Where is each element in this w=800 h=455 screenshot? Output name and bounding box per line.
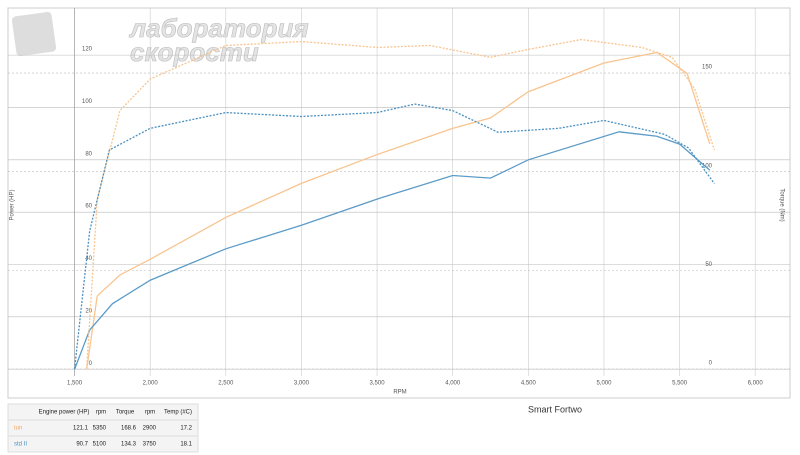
table-cell: 134.3 [121,442,137,448]
x-tick-label: 3,000 [294,381,310,387]
y-tick-label: 120 [82,47,93,53]
table-header: Torque [116,410,135,416]
x-tick-label: 3,500 [370,381,386,387]
y-tick-label: 0 [89,361,93,367]
x-tick-label: 1,500 [67,381,83,387]
plot-frame [7,7,791,399]
x-tick-label: 4,500 [521,381,537,387]
series-line [73,131,711,370]
logo: лаборатория скорости [11,11,309,67]
x-tick-label: 2,500 [218,381,234,387]
table-cell: 2900 [143,426,157,432]
table-cell: 5350 [93,426,107,432]
y2-tick-label: 100 [702,163,713,169]
logo-icon [11,11,57,57]
chart-title: Smart Fortwo [528,404,582,414]
y-tick-label: 100 [82,99,93,105]
table-header: Engine power (HP) [39,410,90,416]
table-cell: 121.1 [73,426,89,432]
table-cell: 90.7 [76,442,88,448]
y2-tick-label: 150 [702,65,713,71]
table-cell: 3750 [143,442,157,448]
y2-tick-label: 0 [709,361,713,367]
table-header: rpm [96,410,106,416]
x-tick-label: 6,000 [748,381,764,387]
y-tick-label: 20 [85,308,92,314]
y-tick-label: 80 [85,151,92,157]
y-tick-label: 40 [85,256,92,262]
x-tick-label: 4,000 [445,381,461,387]
x-tick-label: 5,500 [672,381,688,387]
x-tick-label: 2,000 [143,381,159,387]
table-cell: 18.1 [180,442,192,448]
table-cell: 5100 [93,442,107,448]
x-tick-label: 5,000 [596,381,612,387]
series-line [86,38,715,370]
table-row-label: std II [14,442,27,448]
logo-text: скорости [130,37,259,67]
table-cell: 17.2 [180,426,192,432]
y2-tick-label: 50 [705,262,712,268]
series-line [86,51,711,370]
table-header: rpm [145,410,155,416]
table-header: Temp (#C) [164,410,192,416]
table-bg [7,403,199,453]
y2-axis-label: Torque (Nm) [778,188,784,221]
series-line [73,103,715,370]
table-row-label: tun [14,426,22,432]
y-axis-label: Power (HP) [10,189,16,220]
y-tick-label: 60 [85,204,92,210]
logo-text: лаборатория [128,13,309,43]
table-cell: 168.6 [121,426,137,432]
x-axis-label: RPM [393,390,406,396]
